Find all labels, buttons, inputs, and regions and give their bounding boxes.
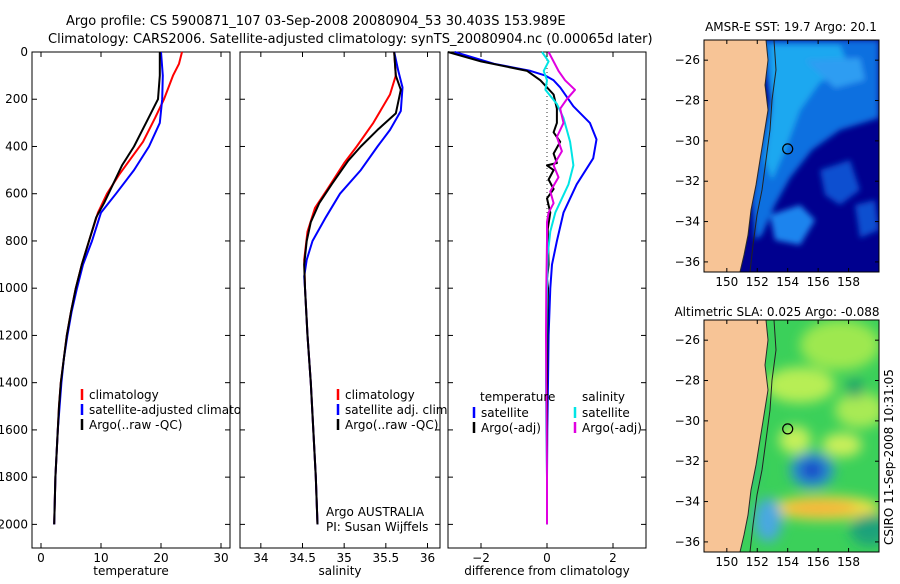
y-tick-label: 1000 (0, 281, 28, 295)
x-tick-label: 30 (213, 551, 228, 565)
y-tick-label: −32 (675, 454, 700, 468)
sst-map: AMSR-E SST: 19.7 Argo: 20.1 150 152 154 156… (675, 20, 880, 289)
x-tick-label: 152 (746, 555, 769, 569)
y-tick-label: 200 (5, 92, 28, 106)
y-tick-label: −30 (675, 414, 700, 428)
legend-label: satellite (582, 406, 630, 420)
series-line (53, 52, 161, 525)
legend-label: satellite-adjusted climatology (89, 403, 267, 417)
x-tick-label: 36 (420, 551, 435, 565)
x-axis-label: temperature (93, 564, 168, 578)
y-tick-label: −30 (675, 134, 700, 148)
legend-label: Argo(-adj) (481, 421, 541, 435)
y-tick-label: 0 (20, 45, 28, 59)
y-tick-label: 400 (5, 139, 28, 153)
x-tick-label: −2 (472, 551, 490, 565)
x-tick-label: 34.5 (289, 551, 316, 565)
y-tick-label: 1600 (0, 423, 28, 437)
legend-label: Argo(..raw -QC) (89, 418, 182, 432)
x-axis-label: salinity (318, 564, 361, 578)
x-tick-label: 154 (776, 555, 799, 569)
legend-label: Argo(-adj) (582, 421, 642, 435)
y-tick-label: 1200 (0, 328, 28, 342)
x-tick-label: 0 (37, 551, 45, 565)
y-tick-label: −36 (675, 255, 700, 269)
x-tick-label: 158 (837, 555, 860, 569)
series-line (545, 51, 576, 525)
sla-map: Altimetric SLA: 0.025 Argo: -0.088 (674, 305, 879, 569)
y-tick-label: 1400 (0, 376, 28, 390)
plot-frame (239, 51, 441, 549)
y-tick-label: −36 (675, 535, 700, 549)
legend-label: satellite adj. clim. (345, 403, 451, 417)
temperature-panel: 0 200 400 600 800 1000 1200 1400 1600 1800 2000 0 10… (0, 45, 267, 578)
sst-map-title: AMSR-E SST: 19.7 Argo: 20.1 (705, 20, 877, 34)
x-tick-label: 0 (543, 551, 551, 565)
x-tick-label: 150 (715, 275, 738, 289)
y-tick-label: 800 (5, 234, 28, 248)
side-timestamp: CSIRO 11-Sep-2008 10:31:05 (882, 369, 896, 545)
figure-title-line1: Argo profile: CS 5900871_107 03-Sep-2008… (66, 14, 566, 29)
legend-label: climatology (345, 388, 415, 402)
x-tick-label: 34 (253, 551, 268, 565)
series-line (454, 51, 598, 525)
legend-heading: temperature (480, 390, 555, 404)
y-tick-label: −28 (675, 94, 700, 108)
sst-argo-marker (782, 143, 794, 155)
y-tick-label: −28 (675, 374, 700, 388)
legend-label: satellite (481, 406, 529, 420)
x-tick-label: 20 (153, 551, 168, 565)
legend-heading: salinity (582, 390, 625, 404)
y-tick-label: −26 (675, 333, 700, 347)
x-tick-label: 2 (609, 551, 617, 565)
x-tick-label: 158 (837, 275, 860, 289)
y-tick-label: 600 (5, 187, 28, 201)
series-line (303, 51, 402, 525)
x-tick-label: 156 (807, 275, 830, 289)
y-tick-label: 1800 (0, 470, 28, 484)
y-tick-label: −26 (675, 53, 700, 67)
figure-title-line2: Climatology: CARS2006. Satellite-adjuste… (48, 32, 653, 47)
x-tick-label: 10 (93, 551, 108, 565)
legend-label: climatology (89, 388, 159, 402)
x-tick-label: 154 (776, 275, 799, 289)
y-tick-label: −32 (675, 174, 700, 188)
y-tick-label: −34 (675, 215, 700, 229)
x-tick-label: 156 (807, 555, 830, 569)
salinity-panel: 34 34.5 35 35.5 36 salinity climatologysatelli… (239, 51, 451, 578)
x-tick-label: 152 (746, 275, 769, 289)
y-tick-label: −34 (675, 495, 700, 509)
x-tick-label: 35.5 (372, 551, 399, 565)
x-tick-label: 150 (715, 555, 738, 569)
credit-line1: Argo AUSTRALIA (326, 505, 425, 519)
sla-map-title: Altimetric SLA: 0.025 Argo: -0.088 (674, 305, 879, 319)
credit-line2: PI: Susan Wijffels (326, 520, 428, 534)
sla-argo-marker (782, 423, 794, 435)
x-tick-label: 35 (337, 551, 352, 565)
legend-label: Argo(..raw -QC) (345, 418, 438, 432)
y-tick-label: 2000 (0, 517, 28, 531)
x-axis-label: difference from climatology (464, 564, 630, 578)
plot-frame (31, 51, 231, 549)
